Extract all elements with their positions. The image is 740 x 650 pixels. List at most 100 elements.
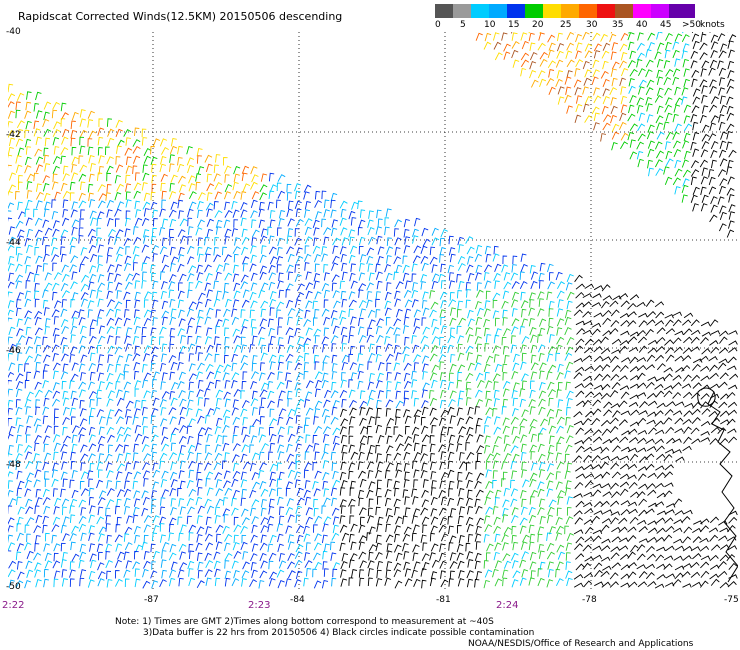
wind-barb — [458, 244, 464, 253]
wind-barb — [546, 353, 554, 362]
wind-barb — [117, 551, 125, 560]
wind-barb — [449, 560, 458, 569]
wind-barb — [98, 118, 104, 127]
wind-barb — [287, 398, 293, 407]
wind-barb — [269, 463, 278, 472]
wind-barb — [8, 542, 16, 551]
wind-barb — [510, 344, 517, 354]
wind-barb — [240, 309, 246, 318]
wind-barb — [575, 103, 583, 113]
wind-barb — [681, 96, 688, 105]
wind-barb — [331, 577, 337, 587]
wind-barb — [684, 150, 691, 160]
wind-barb — [88, 281, 95, 291]
wind-barb — [35, 497, 43, 506]
wind-barb — [322, 472, 330, 481]
wind-barb — [240, 525, 248, 534]
wind-barb — [151, 498, 157, 508]
wind-barb — [260, 173, 268, 182]
wind-barb — [143, 453, 152, 461]
wind-barb — [682, 178, 690, 187]
wind-barb — [141, 507, 149, 517]
wind-barb — [384, 489, 392, 498]
wind-barb — [476, 517, 484, 526]
wind-barb — [548, 69, 555, 78]
wind-barb — [188, 301, 197, 310]
wind-barb — [98, 325, 106, 334]
wind-barb — [546, 291, 553, 301]
wind-barb — [539, 262, 546, 272]
wind-barb — [429, 417, 438, 425]
wind-barb — [591, 322, 602, 328]
wind-barb — [106, 570, 112, 580]
wind-barb — [620, 582, 630, 588]
wind-barb — [168, 552, 177, 561]
wind-barb — [269, 307, 275, 316]
wind-barb — [133, 550, 139, 560]
wind-barb — [250, 245, 257, 254]
wind-barb — [215, 290, 222, 299]
wind-barb — [233, 516, 239, 526]
wind-barb — [70, 541, 76, 551]
wind-barb — [538, 543, 544, 553]
wind-barb — [457, 480, 463, 489]
wind-barb — [575, 283, 585, 290]
wind-barb — [70, 325, 78, 335]
wind-barb — [682, 555, 692, 561]
wind-barb — [24, 156, 32, 166]
wind-barb — [116, 246, 124, 255]
wind-barb — [429, 246, 436, 256]
wind-barb — [69, 236, 77, 246]
wind-barb — [376, 569, 382, 579]
wind-barb — [565, 282, 573, 291]
wind-barb — [98, 526, 107, 535]
wind-barb — [672, 449, 682, 454]
wind-barb — [276, 264, 282, 273]
wind-barb — [339, 408, 347, 418]
wind-barb — [116, 290, 122, 299]
wind-barb — [510, 335, 516, 344]
wind-barb — [152, 253, 158, 262]
colorbar-label: 10 — [484, 20, 496, 30]
wind-barb — [159, 163, 167, 173]
wind-barb — [593, 87, 600, 96]
wind-barb — [24, 542, 32, 551]
wind-barb — [54, 191, 61, 200]
wind-barb — [447, 406, 455, 415]
wind-barb — [654, 438, 664, 445]
wind-barb — [654, 501, 665, 507]
wind-barb — [386, 478, 393, 488]
wind-barb — [88, 525, 95, 534]
wind-barb — [646, 354, 656, 362]
wind-barb — [619, 112, 627, 121]
wind-barb — [277, 237, 284, 247]
wind-barb — [321, 336, 329, 345]
wind-barb — [637, 336, 647, 344]
wind-barb — [440, 379, 447, 389]
wind-barb — [639, 401, 648, 408]
wind-barb — [421, 553, 430, 562]
wind-barb — [332, 245, 339, 254]
wind-barb — [15, 496, 22, 506]
wind-barb — [420, 274, 428, 283]
wind-barb — [115, 443, 124, 452]
wind-barb — [151, 580, 159, 589]
wind-barb — [547, 34, 556, 43]
wind-barb — [34, 246, 40, 256]
wind-barb — [223, 165, 232, 174]
colorbar-label: 45 — [660, 20, 672, 30]
wind-barb — [304, 552, 310, 561]
wind-barb — [294, 237, 303, 246]
wind-barb — [628, 508, 638, 515]
note-line-1: Note: 1) Times are GMT 2)Times along bot… — [115, 617, 494, 627]
wind-barb — [286, 380, 292, 389]
wind-barb — [43, 208, 50, 217]
wind-barb — [348, 462, 356, 471]
wind-barb — [691, 78, 698, 88]
wind-barb — [97, 282, 106, 291]
wind-barb — [637, 447, 647, 453]
wind-barb — [330, 552, 337, 561]
wind-barb — [476, 434, 484, 443]
wind-barb — [341, 271, 348, 281]
wind-barb — [340, 208, 347, 218]
